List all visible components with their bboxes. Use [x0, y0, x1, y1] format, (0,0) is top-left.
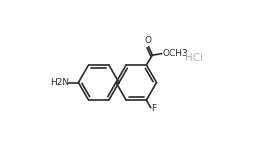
Text: F: F	[151, 104, 156, 113]
Text: OCH3: OCH3	[162, 49, 188, 58]
Text: HCl: HCl	[185, 53, 203, 63]
Text: O: O	[144, 36, 152, 45]
Text: H2N: H2N	[50, 78, 69, 87]
